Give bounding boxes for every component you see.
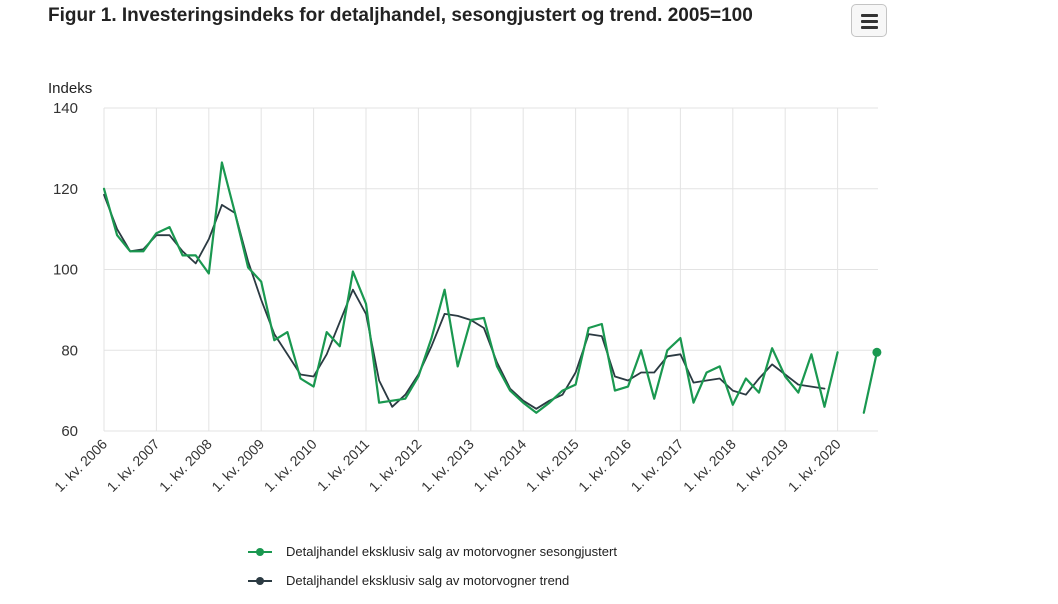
legend-label-trend: Detaljhandel eksklusiv salg av motorvogn…	[286, 573, 570, 588]
x-tick-label: 1. kv. 2006	[51, 436, 110, 495]
data-point-last-seasonal[interactable]	[872, 347, 882, 357]
y-tick-label: 100	[53, 262, 78, 279]
y-tick-label: 60	[61, 423, 78, 440]
x-tick-label: 1. kv. 2014	[470, 436, 529, 495]
x-tick-label: 1. kv. 2018	[680, 436, 739, 495]
x-tick-label: 1. kv. 2012	[366, 436, 425, 495]
y-tick-label: 80	[61, 342, 78, 359]
x-tick-label: 1. kv. 2013	[418, 436, 477, 495]
chart-title: Figur 1. Investeringsindeks for detaljha…	[48, 5, 753, 26]
y-tick-label: 140	[53, 100, 78, 117]
series-line-trend[interactable]	[103, 193, 826, 410]
x-tick-label: 1. kv. 2007	[104, 436, 163, 495]
legend-label-seasonal: Detaljhandel eksklusiv salg av motorvogn…	[286, 544, 617, 559]
legend-marker-trend	[256, 577, 264, 585]
legend-marker-seasonal	[256, 548, 264, 556]
series-line-seasonal[interactable]	[102, 161, 878, 414]
y-axis-title: Indeks	[48, 80, 92, 97]
x-tick-label: 1. kv. 2020	[785, 436, 844, 495]
hamburger-menu-icon[interactable]	[851, 4, 887, 37]
x-tick-label: 1. kv. 2015	[523, 436, 582, 495]
y-tick-label: 120	[53, 181, 78, 198]
x-tick-label: 1. kv. 2010	[261, 436, 320, 495]
x-tick-label: 1. kv. 2019	[732, 436, 791, 495]
x-tick-label: 1. kv. 2009	[208, 436, 267, 495]
x-tick-label: 1. kv. 2008	[156, 436, 215, 495]
x-tick-label: 1. kv. 2011	[314, 436, 372, 494]
x-tick-label: 1. kv. 2017	[628, 436, 687, 495]
x-tick-label: 1. kv. 2016	[575, 436, 634, 495]
